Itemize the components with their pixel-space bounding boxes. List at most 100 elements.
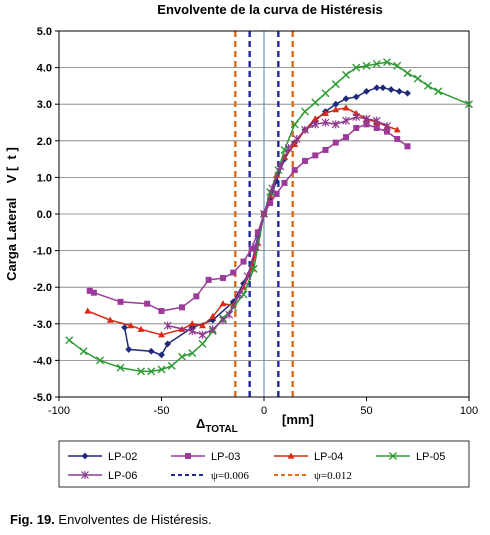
y-tick-label: 2.0 (37, 136, 52, 148)
y-tick-label: 1.0 (37, 172, 52, 184)
data-point (164, 340, 172, 348)
figure-caption: Fig. 19. Envolventes de Histéresis. (10, 512, 212, 527)
data-point (332, 100, 340, 108)
data-point (86, 287, 93, 294)
x-axis-label-subscript: TOTAL (205, 424, 237, 435)
y-axis-ticks: 5.0 4.0 3.0 2.0 1.0 0.0 -1.0 -2.0 -3.0 -4.0 -5.0 (33, 26, 59, 404)
data-point (251, 242, 260, 251)
data-point (199, 322, 206, 329)
series-lp-05 (65, 58, 473, 376)
data-point (125, 346, 133, 353)
data-point (281, 179, 288, 186)
y-tick-label: -2.0 (33, 282, 52, 294)
data-point (273, 190, 280, 197)
data-point (393, 61, 402, 70)
y-tick-label: 4.0 (37, 63, 52, 75)
legend-label: ψ=0.012 (314, 470, 352, 482)
data-point (424, 81, 432, 90)
data-point (220, 275, 226, 282)
data-point (209, 312, 217, 320)
data-point (465, 100, 473, 109)
data-point (188, 327, 197, 336)
data-point (311, 98, 320, 107)
x-axis-label-prefix: Δ (196, 416, 205, 431)
data-point (267, 200, 274, 207)
data-point (372, 59, 381, 68)
data-point (352, 93, 360, 101)
data-point (158, 331, 165, 338)
data-point (342, 95, 350, 103)
data-point (188, 320, 196, 327)
data-point (79, 347, 88, 356)
data-series (65, 58, 473, 376)
data-point (387, 86, 395, 93)
data-point (235, 290, 244, 299)
data-point (240, 258, 247, 265)
data-point (311, 115, 319, 122)
data-point (121, 324, 128, 331)
data-point (248, 245, 255, 252)
data-point (268, 184, 277, 193)
data-point (342, 70, 350, 79)
data-point (362, 61, 371, 70)
data-point (178, 352, 186, 361)
legend-box (58, 440, 470, 488)
data-point (116, 363, 125, 372)
data-point (342, 104, 350, 111)
data-point (158, 351, 165, 359)
data-point (291, 140, 299, 148)
data-point (322, 109, 329, 116)
data-point (117, 298, 124, 305)
data-point (301, 107, 309, 116)
data-point (291, 167, 298, 174)
legend-entry: LP-05 (376, 451, 445, 463)
data-point (332, 106, 340, 113)
legend-marker (81, 471, 89, 479)
legend-entry: LP-02 (68, 451, 137, 463)
data-point (373, 124, 380, 131)
data-point (321, 89, 330, 98)
data-point (157, 365, 166, 374)
series-line (123, 86, 408, 356)
data-point (225, 310, 234, 319)
y-tick-label: 5.0 (37, 26, 52, 38)
legend-entry: ψ=0.012 (274, 470, 352, 482)
data-point (362, 114, 371, 123)
data-point (284, 144, 293, 153)
x-tick-label: 50 (360, 405, 372, 417)
data-point (137, 325, 145, 332)
data-point (137, 367, 145, 376)
legend-entry: LP-04 (274, 451, 343, 463)
data-point (219, 300, 227, 307)
legend-entry: ψ=0.006 (171, 470, 249, 482)
series-line (87, 107, 398, 336)
data-point (198, 339, 207, 348)
data-point (301, 125, 309, 134)
legend-label: LP-05 (416, 451, 445, 463)
x-tick-label: -50 (154, 405, 170, 417)
y-axis-label: Carga Lateral V [ t ] (4, 147, 19, 281)
data-point (147, 347, 155, 355)
hysteresis-envelope-chart: Envolvente de la curva de Histéresis 5.0… (4, 2, 478, 488)
data-point (260, 210, 268, 218)
y-tick-label: 0.0 (37, 209, 52, 221)
data-point (331, 80, 340, 89)
data-point (332, 139, 339, 146)
legend: LP-02 LP-03 LP-04 LP-05 LP-06 ψ=0.006 ψ=0.012 (68, 451, 445, 482)
data-point (147, 367, 156, 376)
data-point (188, 349, 197, 358)
data-point (302, 157, 308, 164)
chart-title: Envolvente de la curva de Histéresis (157, 2, 382, 17)
data-point (394, 135, 401, 142)
y-tick-label: -5.0 (33, 392, 52, 404)
figure-caption-label: Fig. 19. (10, 512, 55, 527)
legend-marker (185, 453, 191, 459)
figure-caption-text: Envolventes de Histéresis. (58, 512, 212, 527)
data-point (127, 322, 135, 329)
data-point (290, 120, 299, 129)
legend-marker (389, 452, 397, 460)
data-point (96, 356, 104, 365)
data-point (404, 89, 411, 97)
data-point (393, 126, 401, 133)
legend-label: LP-02 (108, 451, 137, 463)
